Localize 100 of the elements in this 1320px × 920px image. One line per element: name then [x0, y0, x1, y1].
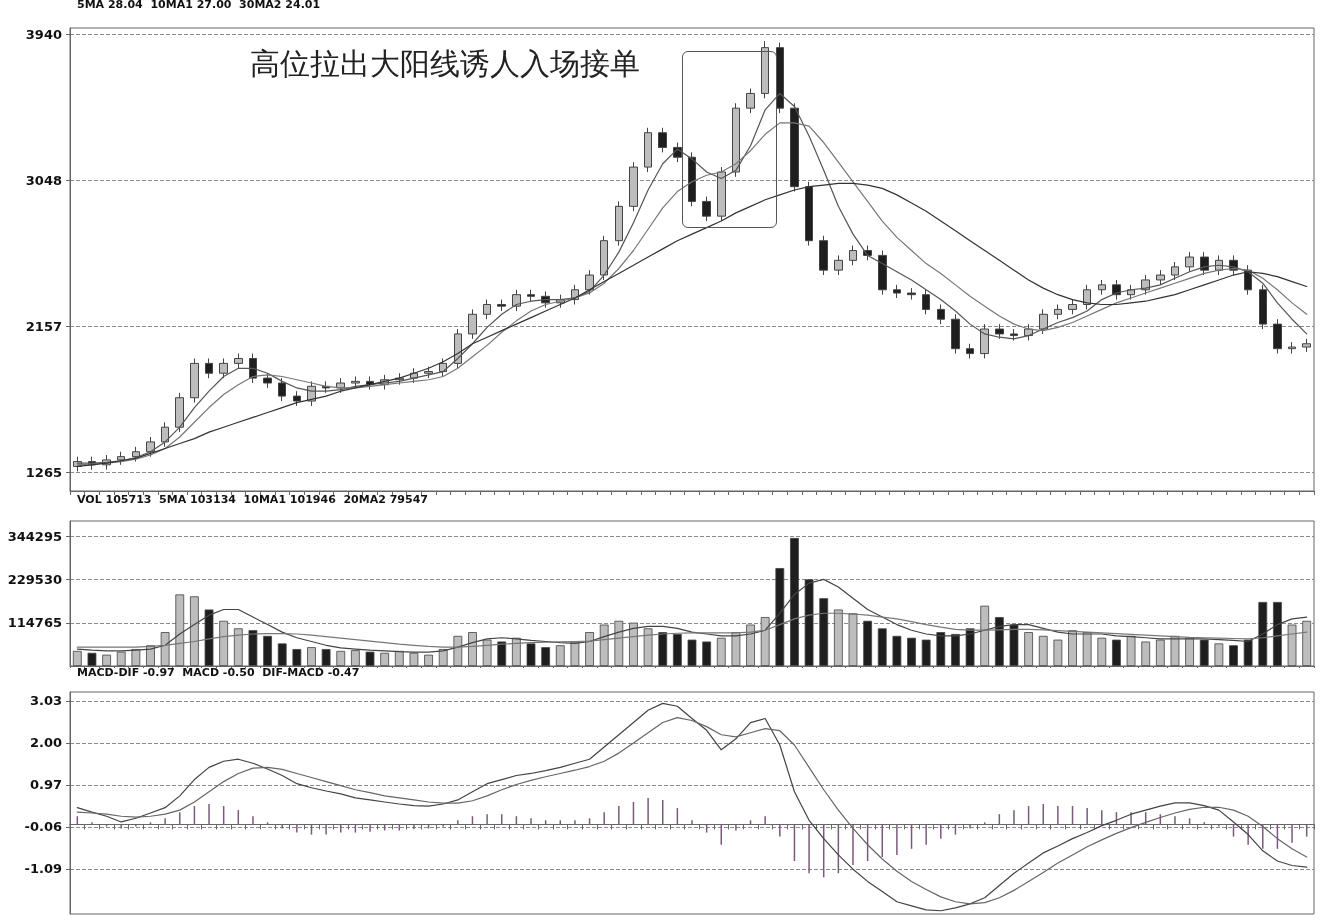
- candlestick: [278, 377, 286, 402]
- y-tick-label: 2.00: [29, 735, 62, 751]
- bar: [1141, 641, 1151, 666]
- candlestick: [468, 308, 477, 340]
- candlestick: [1273, 318, 1282, 355]
- bar: [248, 630, 258, 666]
- candlestick: [161, 421, 169, 448]
- bar: [321, 649, 331, 666]
- candlestick: [878, 250, 887, 296]
- candlestick: [615, 200, 623, 247]
- chart-subtitle: 5MA 28.04 10MA1 27.00 30MA2 24.01: [77, 0, 321, 11]
- candlestick: [585, 269, 594, 296]
- bar: [263, 635, 272, 666]
- y-tick-label: 3940: [25, 27, 62, 43]
- bar: [497, 641, 507, 666]
- candlestick: [922, 289, 930, 315]
- bar: [1229, 645, 1238, 666]
- candlestick: [219, 357, 228, 379]
- y-tick-label: 0.97: [29, 777, 62, 793]
- bar: [1112, 639, 1121, 666]
- candlestick: [117, 451, 125, 466]
- candlestick: [717, 166, 726, 222]
- bar: [1097, 637, 1107, 666]
- candlestick: [1054, 303, 1062, 320]
- candlestick: [600, 235, 608, 281]
- candlestick: [644, 127, 652, 173]
- candlestick: [790, 102, 799, 193]
- bar: [907, 637, 916, 666]
- candlestick: [424, 366, 433, 379]
- candlestick: [732, 102, 740, 178]
- bar: [336, 650, 346, 666]
- candlestick: [658, 127, 667, 153]
- bar: [892, 635, 902, 666]
- y-tick-label: 2157: [25, 318, 62, 334]
- candlestick: [702, 196, 711, 222]
- bar: [672, 633, 682, 666]
- candlestick: [834, 254, 843, 276]
- candlestick: [907, 287, 916, 301]
- y-tick-label: 114765: [7, 615, 62, 631]
- candlestick: [1259, 284, 1267, 330]
- chart-subtitle: MACD-DIF -0.97 MACD -0.50 DIF-MACD -0.47: [77, 666, 360, 679]
- candlestick: [1200, 251, 1209, 276]
- bar: [292, 649, 302, 666]
- candlestick: [849, 245, 857, 266]
- candlestick: [1010, 328, 1018, 341]
- bar: [219, 620, 229, 666]
- candlestick: [980, 323, 989, 359]
- y-tick-label: 3048: [25, 172, 62, 188]
- candlestick: [1185, 251, 1194, 273]
- y-tick-label: 344295: [7, 528, 62, 544]
- candlestick: [351, 375, 360, 389]
- bar: [102, 654, 111, 666]
- candlestick: [293, 390, 301, 407]
- candlestick: [1068, 299, 1077, 315]
- candlestick: [951, 313, 960, 355]
- y-tick-label: -0.06: [24, 819, 62, 835]
- candlestick: [1302, 338, 1311, 353]
- candlestick: [966, 343, 974, 359]
- candlestick: [1039, 308, 1048, 335]
- candlestick: [688, 151, 696, 207]
- y-tick-label: 3.03: [29, 693, 62, 709]
- candlestick: [527, 289, 535, 302]
- bar: [87, 652, 97, 666]
- y-tick-label: 229530: [7, 572, 62, 588]
- bar: [658, 632, 668, 666]
- candlestick: [234, 353, 243, 369]
- candlestick: [819, 235, 828, 276]
- bar: [1302, 620, 1312, 666]
- bar: [1287, 624, 1297, 666]
- candlestick: [937, 303, 945, 325]
- line-series: [76, 182, 1308, 468]
- bar: [541, 647, 551, 666]
- bar: [833, 609, 843, 666]
- bar: [526, 643, 536, 666]
- bar: [1053, 639, 1063, 666]
- candlestick: [995, 323, 1004, 340]
- candlestick: [1171, 261, 1179, 281]
- bar: [702, 641, 712, 666]
- bar: [687, 639, 697, 666]
- y-tick-label: 1265: [25, 464, 62, 480]
- bar: [863, 620, 873, 666]
- bar: [819, 598, 829, 666]
- line-series: [76, 612, 1308, 648]
- bar: [848, 613, 858, 666]
- candlestick: [805, 181, 813, 247]
- bar: [1214, 643, 1224, 666]
- candlestick: [512, 289, 521, 312]
- bar: [1024, 632, 1033, 666]
- chart-subtitle: VOL 105713 5MA 103134 10MA1 101946 20MA2 79547: [77, 493, 428, 506]
- bar: [307, 647, 316, 666]
- candlestick: [175, 392, 184, 433]
- candlestick: [190, 357, 199, 404]
- candlestick: [483, 299, 491, 320]
- candlestick: [1288, 341, 1296, 355]
- bar: [277, 643, 287, 666]
- bar: [1038, 635, 1048, 666]
- candlestick: [497, 299, 506, 312]
- candlestick: [205, 357, 213, 379]
- bar: [877, 628, 887, 666]
- candlestick: [1098, 279, 1106, 296]
